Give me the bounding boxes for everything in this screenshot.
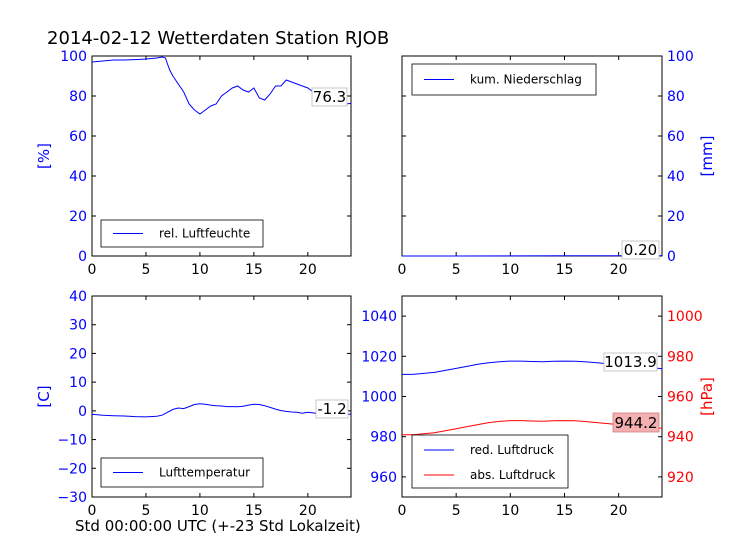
y-tick-label: 0 — [78, 404, 87, 420]
y-tick-label: 960 — [370, 470, 397, 486]
current-value-label: 0.20 — [624, 241, 657, 259]
legend: red. Luftdruck abs. Luftdruck — [411, 434, 569, 489]
x-tick-label: 15 — [245, 262, 263, 278]
y-axis-label: [%] — [35, 143, 53, 169]
y-tick-label: 1040 — [361, 309, 397, 325]
y-tick-label: 980 — [370, 430, 397, 446]
current-value-box — [621, 240, 660, 260]
current-value-box — [315, 399, 349, 419]
legend: Lufttemperatur — [100, 457, 264, 488]
y-tick-label: 60 — [667, 129, 685, 145]
y-tick-label: 20 — [69, 346, 87, 362]
y-tick-label: 40 — [667, 169, 685, 185]
x-tick-label: 10 — [501, 262, 519, 278]
x-tick-label: 0 — [398, 262, 407, 278]
x-tick-label: 0 — [88, 503, 97, 519]
y-tick-label: 20 — [667, 209, 685, 225]
x-tick-label: 5 — [141, 262, 150, 278]
current-value-box — [603, 352, 658, 372]
y2-tick-label: 960 — [667, 390, 694, 406]
plot-frame — [91, 295, 352, 498]
current-value-label: -1.2 — [317, 400, 346, 418]
y-tick-label: 100 — [667, 49, 694, 65]
chart-humidity: 0 5 10 15 20 0 20 40 60 80 100 [%] rel. Luftfeuchte 7… — [35, 49, 352, 278]
series-line-lufttemperatur — [91, 403, 352, 418]
current-value-label: 1013.9 — [604, 353, 657, 371]
y-tick-label: −30 — [57, 490, 87, 506]
x-tick-label: 0 — [88, 262, 97, 278]
y-tick-label: 10 — [69, 375, 87, 391]
y-axis-label: [hPa] — [698, 377, 716, 416]
x-tick-label: 5 — [452, 503, 461, 519]
legend: rel. Luftfeuchte — [100, 219, 264, 248]
y2-tick-label: 1000 — [667, 309, 703, 325]
chart-pressure: 0 5 10 15 20 960 980 1000 1020 1040 920 940 960 980 10… — [361, 295, 716, 519]
y2-tick-label: 940 — [667, 430, 694, 446]
x-tick-label: 20 — [299, 262, 317, 278]
y-tick-label: 0 — [78, 249, 87, 265]
x-tick-label: 20 — [610, 262, 628, 278]
y-tick-label: 1000 — [361, 390, 397, 406]
series-line-rel-luftfeuchte — [91, 56, 352, 115]
y-tick-label: 1020 — [361, 349, 397, 365]
y2-tick-label: 920 — [667, 470, 694, 486]
y-tick-label: 40 — [69, 289, 87, 305]
y-tick-label: 100 — [60, 49, 87, 65]
y-tick-label: −10 — [57, 433, 87, 449]
x-axis-label: Std 00:00:00 UTC (+-23 Std Lokalzeit) — [75, 517, 361, 535]
legend-label: Lufttemperatur — [159, 466, 250, 480]
y-axis-label: [mm] — [698, 136, 716, 177]
x-tick-label: 15 — [245, 503, 263, 519]
y-tick-label: 0 — [667, 249, 676, 265]
legend-label: red. Luftdruck — [470, 443, 554, 457]
x-tick-label: 15 — [556, 503, 574, 519]
page-title: 2014-02-12 Wetterdaten Station RJOB — [47, 28, 389, 49]
x-tick-label: 20 — [610, 503, 628, 519]
y-tick-label: 60 — [69, 129, 87, 145]
legend-label: rel. Luftfeuchte — [159, 227, 250, 241]
legend-label: kum. Niederschlag — [470, 73, 582, 87]
current-value-label: 76.3 — [313, 88, 346, 106]
x-tick-label: 10 — [191, 262, 209, 278]
x-tick-label: 20 — [299, 503, 317, 519]
y-tick-label: 40 — [69, 169, 87, 185]
x-tick-label: 0 — [398, 503, 407, 519]
y-axis-label: [C] — [35, 385, 53, 407]
y-tick-label: −20 — [57, 461, 87, 477]
plot-frame — [91, 55, 352, 257]
legend-box — [411, 434, 569, 489]
y-tick-label: 80 — [69, 89, 87, 105]
x-tick-label: 10 — [191, 503, 209, 519]
legend-label: abs. Luftdruck — [470, 468, 555, 482]
x-tick-label: 5 — [452, 262, 461, 278]
chart-precipitation: 0 5 10 15 20 0 20 40 60 80 100 [mm] kum. Niederschla… — [398, 49, 716, 278]
x-tick-label: 15 — [556, 262, 574, 278]
current-value-label-2: 944.2 — [615, 414, 658, 432]
y2-tick-label: 980 — [667, 349, 694, 365]
chart-temperature: 0 5 10 15 20 −30 −20 −10 0 10 20 30 40 [C] Lufttempera… — [35, 289, 352, 519]
current-value-box — [311, 87, 348, 107]
x-tick-label: 10 — [501, 503, 519, 519]
current-value-box-2 — [612, 412, 660, 433]
legend: kum. Niederschlag — [411, 63, 597, 96]
y-tick-label: 30 — [69, 318, 87, 334]
y-tick-label: 20 — [69, 209, 87, 225]
y-tick-label: 80 — [667, 89, 685, 105]
x-tick-label: 5 — [141, 503, 150, 519]
